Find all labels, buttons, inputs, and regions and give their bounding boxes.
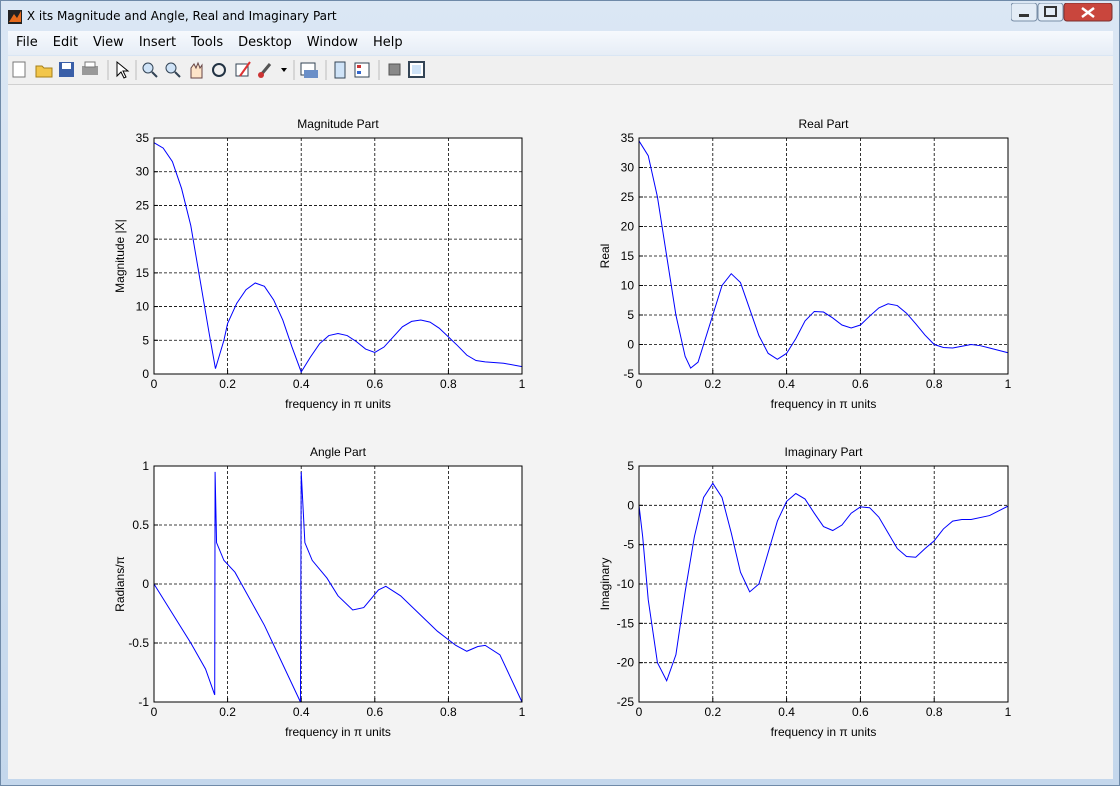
axes-box — [638, 137, 1009, 375]
x-tick-label: 1 — [1005, 705, 1012, 719]
axes-box — [638, 465, 1009, 703]
y-tick-label: 35 — [136, 131, 150, 145]
x-tick-label: 0.6 — [366, 705, 383, 719]
window-title: X its Magnitude and Angle, Real and Imag… — [26, 9, 337, 23]
x-tick-label: 0.6 — [852, 705, 869, 719]
chart-title: Angle Part — [310, 445, 367, 459]
y-tick-label: -15 — [617, 616, 635, 630]
x-tick-label: 0 — [636, 705, 643, 719]
menu-item[interactable]: Edit — [52, 35, 78, 50]
x-axis-label: frequency in π units — [771, 725, 877, 739]
y-tick-label: 0.5 — [132, 518, 149, 532]
menu-item[interactable]: Desktop — [238, 35, 292, 50]
y-axis-label: Real — [598, 244, 612, 269]
x-tick-label: 1 — [1005, 377, 1012, 391]
menu-item[interactable]: Window — [306, 35, 359, 50]
y-tick-label: -5 — [623, 367, 634, 381]
menu-item[interactable]: Tools — [191, 35, 224, 50]
data-line — [153, 471, 523, 703]
y-tick-label: 15 — [136, 266, 150, 280]
x-tick-label: 0.8 — [926, 377, 943, 391]
y-tick-label: 25 — [136, 198, 150, 212]
x-axis-label: frequency in π units — [771, 397, 877, 411]
minimize-button[interactable] — [1011, 3, 1038, 22]
y-tick-label: 20 — [621, 220, 635, 234]
y-tick-label: 25 — [621, 190, 635, 204]
x-tick-label: 0.2 — [219, 377, 236, 391]
y-tick-label: 30 — [136, 165, 150, 179]
x-tick-label: 0.2 — [219, 705, 236, 719]
x-tick-label: 0 — [151, 377, 158, 391]
x-tick-label: 0 — [151, 705, 158, 719]
window-controls[interactable] — [1011, 3, 1115, 23]
menu-item[interactable]: File — [16, 35, 38, 50]
chart-title: Real Part — [798, 117, 849, 131]
y-tick-label: 30 — [621, 161, 635, 175]
x-tick-label: 0.8 — [440, 705, 457, 719]
tool-buttons[interactable] — [12, 60, 425, 80]
y-tick-label: 10 — [621, 279, 635, 293]
x-tick-label: 0 — [636, 377, 643, 391]
y-tick-label: 5 — [627, 308, 634, 322]
y-tick-label: 20 — [136, 232, 150, 246]
x-tick-label: 0.4 — [293, 377, 310, 391]
x-tick-label: 0.4 — [293, 705, 310, 719]
y-tick-label: -10 — [617, 577, 635, 591]
y-tick-label: -5 — [623, 538, 634, 552]
data-line — [153, 142, 523, 374]
menu-item[interactable]: View — [92, 35, 124, 50]
app-icon — [8, 9, 22, 24]
x-axis-label: frequency in π units — [285, 725, 391, 739]
y-tick-label: -1 — [138, 695, 149, 709]
y-axis-label: Magnitude |X| — [113, 219, 127, 293]
x-tick-label: 1 — [519, 705, 526, 719]
axes-box — [153, 465, 523, 703]
x-tick-label: 0.2 — [704, 377, 721, 391]
title-bar: X its Magnitude and Angle, Real and Imag… — [7, 5, 337, 27]
maximize-icon — [1044, 6, 1057, 17]
toolbar-icons — [12, 60, 425, 80]
y-tick-label: 35 — [621, 131, 635, 145]
axes-box — [153, 137, 523, 375]
y-tick-label: -0.5 — [128, 636, 149, 650]
y-axis-label: Imaginary — [598, 558, 612, 611]
x-tick-label: 0.8 — [440, 377, 457, 391]
menu-item[interactable]: Insert — [138, 35, 177, 50]
y-tick-label: 0 — [142, 367, 149, 381]
x-tick-label: 0.6 — [852, 377, 869, 391]
y-tick-label: 5 — [627, 459, 634, 473]
y-tick-label: 10 — [136, 300, 150, 314]
menu-item[interactable]: Help — [373, 35, 403, 50]
chart-title: Imaginary Part — [784, 445, 863, 459]
x-tick-label: 0.2 — [704, 705, 721, 719]
chart-title: Magnitude Part — [297, 117, 379, 131]
y-tick-label: 0 — [627, 498, 634, 512]
menu-bar: File Edit View Insert Tools Desktop Window Help — [8, 31, 1113, 55]
close-icon — [1081, 7, 1095, 18]
y-tick-label: 0 — [627, 338, 634, 352]
data-line — [638, 482, 1009, 683]
x-axis-label: frequency in π units — [285, 397, 391, 411]
y-tick-label: 0 — [142, 577, 149, 591]
x-tick-label: 0.4 — [778, 705, 795, 719]
x-tick-label: 0.6 — [366, 377, 383, 391]
x-tick-label: 0.8 — [926, 705, 943, 719]
axes-background — [154, 138, 522, 374]
x-tick-label: 1 — [519, 377, 526, 391]
data-line — [638, 140, 1009, 369]
x-tick-label: 0.4 — [778, 377, 795, 391]
maximize-button[interactable] — [1037, 3, 1064, 22]
toolbar — [8, 56, 1113, 85]
y-tick-label: 1 — [142, 459, 149, 473]
y-axis-label: Radians/π — [113, 556, 127, 612]
y-tick-label: -20 — [617, 656, 635, 670]
y-tick-label: -25 — [617, 695, 635, 709]
y-tick-label: 5 — [142, 333, 149, 347]
y-tick-label: 15 — [621, 249, 635, 263]
minimize-icon — [1019, 14, 1029, 17]
